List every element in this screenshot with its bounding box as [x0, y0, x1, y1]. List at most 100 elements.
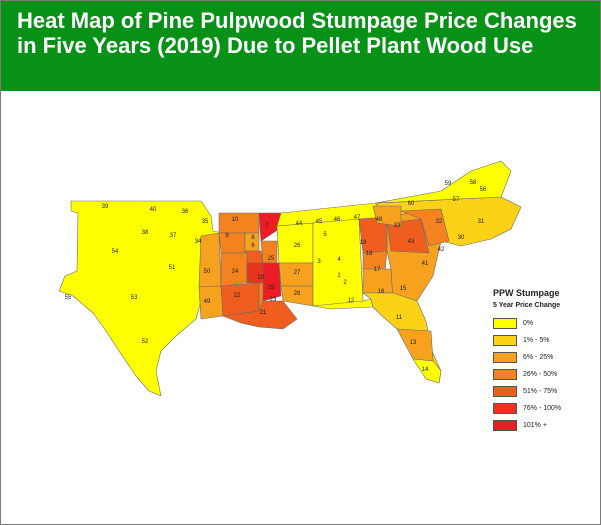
legend-swatch	[493, 386, 517, 397]
map-title: Heat Map of Pine Pulpwood Stumpage Price…	[17, 8, 577, 58]
region-number-label: 24	[232, 269, 239, 275]
region-number-label: 12	[348, 298, 355, 304]
region-number-label: 41	[422, 261, 429, 267]
legend-swatch	[493, 369, 517, 380]
region-number-label: 18	[366, 251, 373, 257]
region-number-label: 59	[445, 181, 452, 187]
region-number-label: 7	[265, 223, 269, 229]
region-number-label: 56	[480, 187, 487, 193]
region-number-label: 54	[112, 249, 119, 255]
legend-item: 76% - 100%	[489, 400, 589, 417]
region-number-label: 32	[436, 219, 443, 225]
region-number-label: 39	[102, 204, 109, 210]
legend-item: 0%	[489, 315, 589, 332]
legend-swatch	[493, 335, 517, 346]
region-number-label: 14	[422, 367, 429, 373]
legend-item: 1% - 5%	[489, 332, 589, 349]
legend-items: 0% 1% - 5% 6% - 25% 26% - 50% 51% - 75% 76% -…	[489, 315, 589, 434]
region-number-labels: 123 4567891011121314151617181920212223242…	[65, 180, 487, 373]
map-region-6	[244, 250, 264, 264]
region-number-label: 55	[65, 295, 72, 301]
region-number-label: 11	[396, 315, 403, 321]
region-number-label: 42	[438, 247, 445, 253]
region-number-label: 45	[316, 219, 323, 225]
map-region-virginia	[375, 160, 512, 204]
map-region-29	[262, 262, 282, 302]
region-number-label: 43	[408, 239, 415, 245]
region-number-label: 17	[374, 267, 381, 273]
legend-label: 76% - 100%	[523, 405, 562, 412]
region-number-label: 20	[258, 275, 265, 281]
region-number-label: 57	[453, 197, 460, 203]
legend-label: 0%	[523, 320, 534, 327]
legend-item: 26% - 50%	[489, 366, 589, 383]
region-number-label: 35	[202, 219, 209, 225]
region-number-label: 47	[354, 215, 361, 221]
region-number-label: 37	[170, 233, 177, 239]
legend-label: 6% - 25%	[523, 354, 554, 361]
region-number-label: 2	[343, 280, 347, 286]
legend-title: PPW Stumpage	[493, 288, 560, 298]
region-number-label: 38	[142, 230, 149, 236]
legend-label: 26% - 50%	[523, 371, 558, 378]
legend-swatch	[493, 318, 517, 329]
legend-label: 51% - 75%	[523, 388, 558, 395]
region-number-label: 3	[317, 259, 321, 265]
region-number-label: 9	[225, 233, 229, 239]
region-number-label: 58	[470, 180, 477, 186]
map-legend: PPW Stumpage 5 Year Price Change 0% 1% - …	[489, 288, 589, 434]
legend-swatch	[493, 403, 517, 414]
legend-label: 1% - 5%	[523, 337, 550, 344]
region-number-label: 22	[234, 293, 241, 299]
region-number-label: 49	[204, 299, 211, 305]
region-number-label: 30	[458, 235, 465, 241]
legend-subtitle: 5 Year Price Change	[493, 302, 561, 309]
map-region-43	[386, 218, 430, 254]
region-number-label: 4	[337, 257, 341, 263]
region-number-label: 29	[268, 285, 275, 291]
region-number-label: 46	[334, 217, 341, 223]
map-region-14	[412, 358, 442, 384]
region-number-label: 28	[294, 291, 301, 297]
region-number-label: 13	[410, 340, 417, 346]
map-region-33	[400, 208, 450, 247]
legend-swatch	[493, 352, 517, 363]
map-region-10	[218, 212, 260, 234]
title-banner: Heat Map of Pine Pulpwood Stumpage Price…	[1, 1, 600, 91]
region-number-label: 15	[400, 286, 407, 292]
region-number-label: 52	[142, 339, 149, 345]
map-region-22	[220, 282, 260, 317]
map-region-48	[372, 205, 402, 227]
legend-swatch	[493, 420, 517, 431]
region-number-label: 34	[195, 239, 202, 245]
region-number-label: 21	[260, 310, 267, 316]
map-region-9	[218, 232, 246, 254]
region-number-label: 5	[323, 232, 327, 238]
region-number-label: 40	[150, 207, 157, 213]
region-number-label: 16	[378, 289, 385, 295]
legend-label: 101% +	[523, 422, 547, 429]
region-number-label: 6	[251, 243, 255, 249]
region-number-label: 27	[294, 270, 301, 276]
region-number-label: 23	[270, 297, 277, 303]
region-number-label: 51	[169, 265, 176, 271]
region-number-label: 10	[232, 217, 239, 223]
region-number-label: 33	[394, 223, 401, 229]
region-number-label: 25	[268, 256, 275, 262]
region-number-label: 31	[478, 219, 485, 225]
region-number-label: 26	[294, 243, 301, 249]
legend-item: 6% - 25%	[489, 349, 589, 366]
map-region-50	[198, 232, 222, 288]
region-number-label: 8	[251, 235, 255, 241]
legend-item: 51% - 75%	[489, 383, 589, 400]
region-number-label: 50	[204, 269, 211, 275]
region-number-label: 48	[376, 217, 383, 223]
region-number-label: 36	[182, 209, 189, 215]
map-region-49	[198, 285, 224, 320]
region-number-label: 53	[131, 295, 138, 301]
region-number-label: 1	[337, 273, 341, 279]
map-region-23	[258, 282, 264, 312]
region-number-label: 19	[360, 240, 367, 246]
